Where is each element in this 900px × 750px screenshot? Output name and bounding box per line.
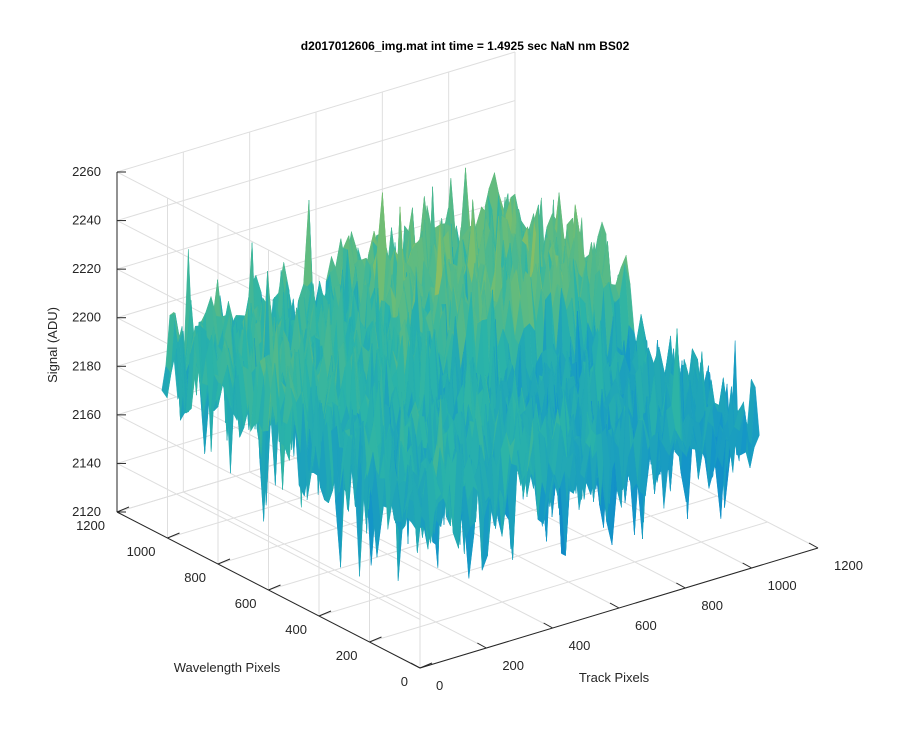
floor-grid-line: [318, 495, 718, 617]
y-tick-label: 0: [401, 674, 408, 689]
y-tick-label: 200: [336, 648, 358, 663]
x-tick-mark: [543, 622, 553, 629]
y-tick-label: 600: [235, 596, 257, 611]
x-tick-mark: [808, 542, 819, 549]
z-tick-label: 2180: [72, 358, 101, 373]
x-tick-label: 800: [701, 598, 723, 613]
y-tick-mark: [268, 584, 281, 591]
x-tick-label: 1000: [768, 578, 797, 593]
wall-grid-line: [116, 462, 421, 620]
z-tick-label: 2220: [72, 261, 101, 276]
chart-title: d2017012606_img.mat int time = 1.4925 se…: [301, 39, 630, 53]
axes: [116, 171, 819, 669]
wall-grid-line: [116, 148, 516, 270]
wall-grid-line: [116, 51, 516, 173]
x-tick-label: 0: [436, 678, 443, 693]
wall-grid-line: [116, 100, 516, 222]
z-tick-label: 2200: [72, 310, 101, 325]
x-tick-mark: [742, 562, 752, 569]
z-tick-label: 2240: [72, 213, 101, 228]
z-axis-label: Signal (ADU): [45, 307, 60, 383]
y-tick-mark: [369, 636, 382, 643]
y-tick-mark: [167, 532, 180, 539]
x-tick-mark: [676, 582, 686, 589]
x-tick-mark: [477, 642, 487, 649]
x-axis-label: Track Pixels: [579, 670, 650, 685]
tick-labels: 0 200 400 600 800 1000 1200 0 200 400 600 800 1000 12…: [72, 164, 863, 693]
y-tick-label: 1000: [127, 544, 156, 559]
floor-grid-line: [369, 521, 768, 643]
x-tick-label: 200: [502, 658, 524, 673]
z-tick-label: 2120: [72, 504, 101, 519]
wall-grid-line: [116, 414, 421, 572]
y-tick-label: 800: [184, 570, 206, 585]
y-tick-mark: [116, 506, 130, 513]
x-tick-label: 400: [569, 638, 591, 653]
surface-plot: [161, 167, 760, 581]
surface-patch: [749, 387, 760, 468]
y-axis-label: Wavelength Pixels: [174, 660, 281, 675]
x-tick-label: 1200: [834, 558, 863, 573]
x-tick-mark: [609, 602, 620, 609]
z-tick-label: 2140: [72, 455, 101, 470]
y-tick-label: 1200: [76, 518, 105, 533]
y-tick-mark: [318, 610, 332, 617]
y-tick-mark: [419, 662, 433, 669]
z-tick-label: 2260: [72, 164, 101, 179]
y-tick-mark: [217, 558, 231, 565]
x-tick-mark: [410, 662, 421, 669]
z-tick-label: 2160: [72, 407, 101, 422]
y-tick-label: 400: [285, 622, 307, 637]
x-tick-label: 600: [635, 618, 657, 633]
